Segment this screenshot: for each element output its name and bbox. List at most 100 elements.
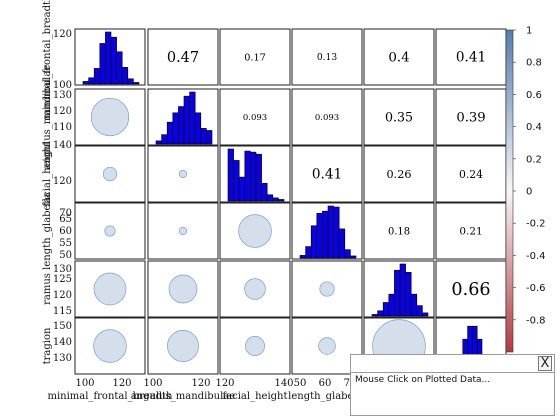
histogram-bar (399, 263, 406, 317)
panel-frame (363, 88, 435, 146)
y-tick-label: 65 (59, 214, 72, 225)
histogram-bar (233, 160, 240, 202)
panel-2-0 (74, 145, 146, 203)
correlation-label: 0.41 (456, 50, 486, 66)
histogram-bar (388, 293, 395, 317)
panel-2-5: 0.24 (435, 145, 507, 203)
colorbar-gradient (505, 29, 514, 353)
histogram-bar (82, 81, 89, 85)
panel-4-1 (147, 260, 219, 318)
correlation-circle (167, 330, 199, 362)
correlation-label: 0.26 (387, 168, 412, 181)
histogram-bar (316, 212, 323, 259)
histogram-bar (189, 91, 196, 145)
panel-2-1 (147, 145, 219, 203)
y-axis-label: length_glabella (42, 192, 53, 270)
histogram-bar (155, 140, 162, 145)
histogram-bar (266, 194, 274, 202)
histogram-bar (105, 31, 112, 85)
y-tick-label: 110 (53, 122, 72, 133)
colorbar-tick-label: -0.8 (526, 315, 546, 326)
histogram-bar (133, 82, 140, 85)
panel-frame (291, 88, 363, 146)
panel-grid: 0.47 0.17 0.13 0.4 0.41 0.093 0.093 0.35 0.39 0.4… (42, 0, 507, 402)
y-tick-label: 125 (53, 274, 72, 285)
histogram-bar (206, 130, 213, 145)
correlation-label: 0.35 (385, 109, 413, 124)
correlation-circle (90, 97, 130, 137)
histogram-bar (305, 246, 312, 259)
x-tick-label: 100 (143, 378, 162, 389)
histogram-bar (333, 206, 340, 259)
y-tick-label: 115 (53, 306, 72, 317)
y-tick-label: 140 (53, 140, 72, 151)
panel-frame (219, 28, 291, 86)
histogram-bar (93, 68, 101, 85)
correlation-label: 0.17 (244, 52, 266, 63)
histogram-bar (344, 249, 351, 259)
histogram-bar (394, 269, 401, 317)
panel-0-4: 0.4 (363, 28, 435, 86)
x-tick-label: 120 (191, 378, 210, 389)
panel-4-0 (74, 260, 146, 318)
colorbar-tick-label: 1 (526, 26, 532, 37)
histogram-bar (238, 176, 246, 202)
x-axis-label: facial_height (222, 391, 287, 402)
y-tick-label: 60 (59, 226, 72, 237)
histogram-bar (127, 78, 134, 85)
histogram-bar (250, 151, 257, 202)
colorbar-tick-label: 0.2 (526, 154, 542, 165)
y-tick-label: 130 (53, 90, 72, 101)
panel-1-0 (74, 88, 146, 146)
correlation-circle (318, 337, 336, 355)
y-axis-label: minimal_frontal_breadth (42, 0, 53, 120)
histogram-bar (338, 228, 346, 259)
panel-5-2 (219, 317, 291, 375)
x-axis-label: minimal_frontal_breadth (47, 391, 173, 402)
histogram-bar (121, 67, 129, 85)
colorbar-tick-label: -0.6 (526, 283, 546, 294)
x-tick-label: 100 (75, 378, 94, 389)
x-axis-label: angulus_mandibulae (131, 391, 236, 402)
correlation-label: 0.093 (243, 113, 267, 123)
panel-4-5: 0.66 (435, 260, 507, 318)
click-info-popup[interactable]: X Mouse Click on Plotted Data... (350, 354, 555, 416)
x-axis-label: length_glabella (288, 391, 366, 402)
y-axis-label: ramus (42, 273, 53, 305)
y-axis-label: angulus_mandibulae (42, 65, 53, 170)
correlation-label: 0.39 (456, 111, 485, 126)
y-tick-label: 150 (53, 321, 72, 332)
histogram-bar (172, 112, 179, 145)
panel-4-2 (219, 260, 291, 318)
panel-3-4: 0.18 (363, 202, 435, 260)
y-tick-label: 130 (53, 264, 72, 275)
correlation-circle (244, 278, 266, 300)
panel-frame (435, 202, 507, 260)
panel-1-3: 0.093 (291, 88, 363, 146)
colorbar-tick-label: 0.8 (526, 58, 542, 69)
colorbar-tick-label: 0 (526, 187, 532, 198)
panel-4-3 (291, 260, 363, 318)
histogram-bar (272, 197, 279, 202)
histogram-bar (194, 112, 202, 145)
correlation-circle (93, 329, 127, 363)
colorbar-tick-label: 0.4 (526, 122, 542, 133)
correlation-circle (178, 169, 188, 179)
histogram-bar (405, 272, 412, 317)
popup-close-button[interactable]: X (538, 356, 552, 371)
x-tick-label: 50 (294, 378, 307, 389)
histogram-bar (377, 310, 384, 317)
panel-3-5: 0.21 (435, 202, 507, 260)
correlation-label: 0.47 (167, 50, 199, 66)
histogram-bar (322, 210, 329, 259)
panel-1-4: 0.35 (363, 88, 435, 146)
histogram-bar (110, 36, 117, 85)
correlation-circle (245, 336, 265, 356)
correlation-label: 0.24 (459, 168, 483, 181)
histogram-bar (116, 51, 123, 85)
panel-4-4 (363, 260, 435, 318)
histogram-bar (278, 199, 285, 202)
correlation-circle (319, 281, 335, 297)
correlation-label: 0.66 (451, 280, 490, 300)
histogram-bar (350, 255, 357, 259)
